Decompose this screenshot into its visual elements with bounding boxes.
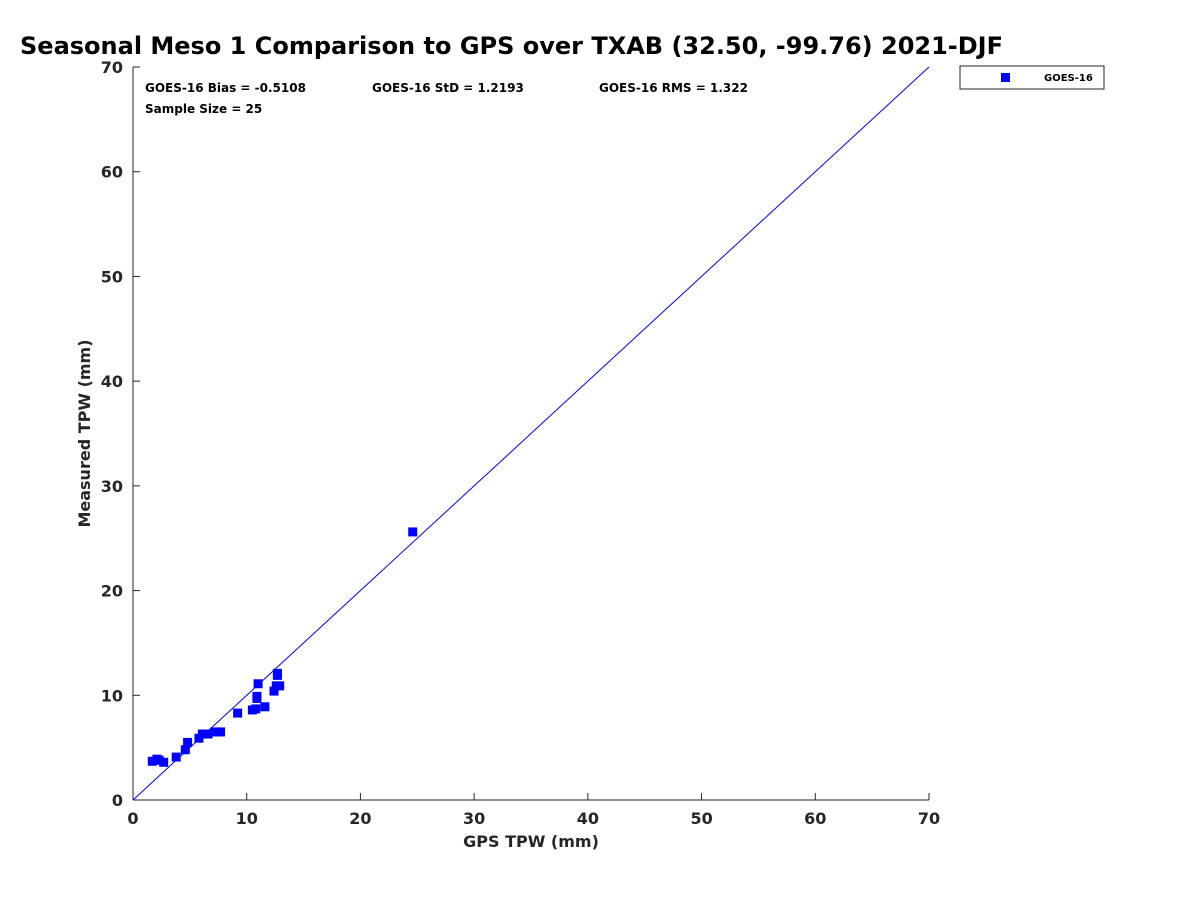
- legend: GOES-16: [959, 65, 1105, 90]
- data-point: [171, 752, 181, 762]
- one-to-one-line: [132, 66, 930, 801]
- x-tick-label: 40: [577, 809, 599, 828]
- data-point: [147, 756, 157, 766]
- data-point: [154, 755, 164, 765]
- rms-annotation: GOES-16 RMS = 1.322: [599, 81, 748, 95]
- legend-label-goes-16: GOES-16: [1044, 73, 1093, 84]
- y-tick-label: 70: [101, 58, 123, 77]
- y-tick-label: 50: [101, 267, 123, 286]
- data-points: [147, 527, 418, 767]
- x-axis-label: GPS TPW (mm): [463, 832, 599, 851]
- reference-line-group: [132, 66, 930, 801]
- y-tick-label: 30: [101, 477, 123, 496]
- y-tick-label: 10: [101, 686, 123, 705]
- data-point: [260, 702, 270, 712]
- axes: 0 10 20 30 40 50 60 70 0 10 20 30 40 50 60 70 GPS TPW (m…: [75, 58, 940, 851]
- bias-annotation: GOES-16 Bias = -0.5108: [145, 81, 306, 95]
- data-point: [233, 708, 243, 718]
- y-axis-label: Measured TPW (mm): [75, 339, 94, 527]
- x-tick-label: 20: [349, 809, 371, 828]
- data-point: [253, 679, 263, 689]
- x-tick-label: 60: [804, 809, 826, 828]
- data-point: [159, 757, 169, 767]
- data-point: [180, 745, 190, 755]
- data-point: [269, 686, 279, 696]
- y-tick-label: 60: [101, 163, 123, 182]
- data-point: [210, 727, 220, 737]
- data-point: [408, 527, 418, 537]
- stats-annotations: GOES-16 Bias = -0.5108 GOES-16 StD = 1.2…: [145, 81, 748, 116]
- x-tick-label: 0: [127, 809, 138, 828]
- legend-box: [959, 65, 1105, 90]
- legend-marker-goes-16: [1001, 73, 1010, 82]
- data-point: [272, 668, 282, 678]
- y-tick-label: 0: [112, 791, 123, 810]
- y-tick-label: 40: [101, 372, 123, 391]
- chart-title: Seasonal Meso 1 Comparison to GPS over T…: [20, 32, 1003, 60]
- data-point: [252, 691, 262, 701]
- std-annotation: GOES-16 StD = 1.2193: [372, 81, 524, 95]
- x-tick-label: 30: [463, 809, 485, 828]
- data-point: [203, 729, 213, 739]
- y-tick-label: 20: [101, 582, 123, 601]
- x-tick-label: 70: [918, 809, 940, 828]
- x-tick-label: 50: [690, 809, 712, 828]
- data-point: [251, 704, 261, 714]
- data-point: [275, 681, 285, 691]
- data-point: [216, 727, 226, 737]
- data-point: [197, 729, 207, 739]
- sample-size-annotation: Sample Size = 25: [145, 102, 262, 116]
- data-point: [183, 737, 193, 747]
- x-tick-label: 10: [236, 809, 258, 828]
